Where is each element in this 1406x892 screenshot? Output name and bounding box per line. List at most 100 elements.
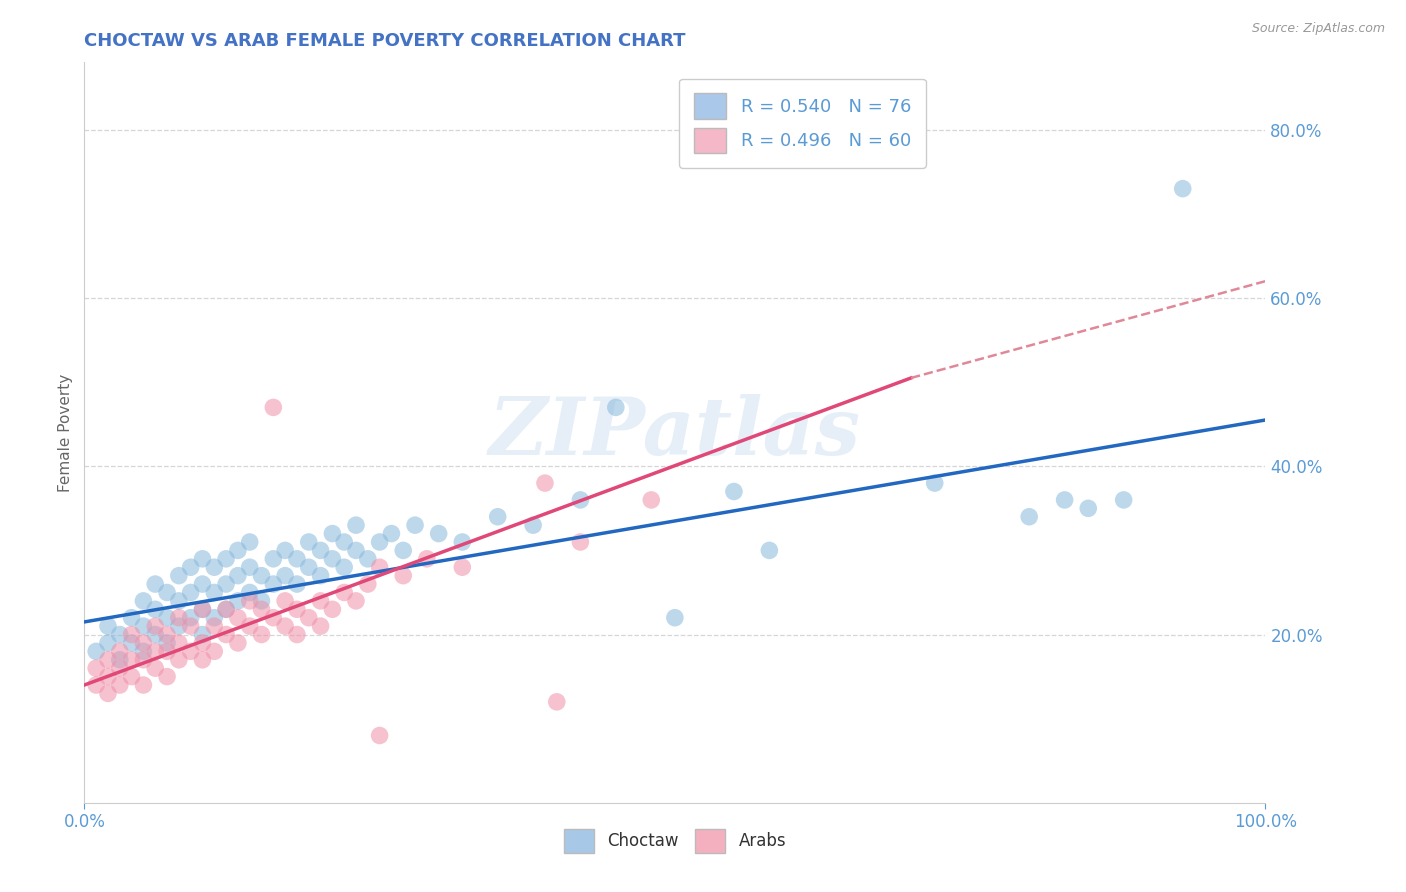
Point: [924, 476, 946, 491]
Point: [239, 619, 262, 633]
Point: [202, 619, 225, 633]
Point: [321, 526, 343, 541]
Point: [143, 619, 166, 633]
Point: [167, 568, 190, 582]
Point: [522, 518, 544, 533]
Point: [298, 560, 321, 574]
Point: [97, 619, 120, 633]
Point: [215, 602, 238, 616]
Point: [1077, 501, 1099, 516]
Point: [132, 594, 155, 608]
Point: [285, 627, 308, 641]
Point: [226, 636, 249, 650]
Point: [132, 653, 155, 667]
Point: [1171, 181, 1194, 195]
Point: [180, 585, 202, 599]
Point: [132, 678, 155, 692]
Point: [84, 644, 107, 658]
Point: [108, 678, 131, 692]
Point: [121, 653, 143, 667]
Point: [416, 551, 439, 566]
Point: [274, 619, 297, 633]
Point: [1018, 509, 1040, 524]
Point: [298, 610, 321, 624]
Point: [84, 678, 107, 692]
Text: ZIPatlas: ZIPatlas: [489, 394, 860, 471]
Point: [250, 602, 273, 616]
Point: [226, 594, 249, 608]
Point: [108, 627, 131, 641]
Point: [239, 560, 262, 574]
Point: [132, 619, 155, 633]
Point: [180, 560, 202, 574]
Point: [180, 644, 202, 658]
Text: Source: ZipAtlas.com: Source: ZipAtlas.com: [1251, 22, 1385, 36]
Point: [309, 543, 332, 558]
Point: [723, 484, 745, 499]
Point: [167, 594, 190, 608]
Point: [121, 610, 143, 624]
Point: [143, 577, 166, 591]
Point: [84, 661, 107, 675]
Point: [262, 401, 284, 415]
Point: [180, 610, 202, 624]
Point: [333, 560, 356, 574]
Point: [121, 636, 143, 650]
Point: [333, 535, 356, 549]
Legend: Choctaw, Arabs: Choctaw, Arabs: [555, 821, 794, 861]
Point: [121, 670, 143, 684]
Point: [156, 670, 179, 684]
Point: [368, 535, 391, 549]
Point: [108, 661, 131, 675]
Point: [250, 594, 273, 608]
Point: [156, 636, 179, 650]
Point: [357, 551, 380, 566]
Point: [191, 577, 214, 591]
Point: [167, 653, 190, 667]
Point: [121, 627, 143, 641]
Point: [156, 627, 179, 641]
Point: [167, 610, 190, 624]
Point: [1112, 492, 1135, 507]
Point: [191, 636, 214, 650]
Point: [1053, 492, 1076, 507]
Point: [262, 577, 284, 591]
Point: [285, 551, 308, 566]
Point: [202, 585, 225, 599]
Point: [202, 644, 225, 658]
Point: [250, 627, 273, 641]
Point: [202, 610, 225, 624]
Point: [321, 551, 343, 566]
Point: [298, 535, 321, 549]
Point: [344, 543, 367, 558]
Point: [344, 518, 367, 533]
Point: [180, 619, 202, 633]
Point: [191, 551, 214, 566]
Point: [569, 492, 592, 507]
Point: [215, 627, 238, 641]
Point: [640, 492, 662, 507]
Point: [569, 535, 592, 549]
Point: [486, 509, 509, 524]
Y-axis label: Female Poverty: Female Poverty: [58, 374, 73, 491]
Point: [226, 568, 249, 582]
Point: [97, 686, 120, 700]
Point: [546, 695, 568, 709]
Point: [215, 577, 238, 591]
Point: [250, 568, 273, 582]
Point: [392, 543, 415, 558]
Point: [274, 543, 297, 558]
Point: [156, 585, 179, 599]
Point: [143, 661, 166, 675]
Point: [309, 568, 332, 582]
Point: [191, 653, 214, 667]
Point: [274, 568, 297, 582]
Point: [167, 619, 190, 633]
Point: [97, 670, 120, 684]
Point: [664, 610, 686, 624]
Point: [309, 619, 332, 633]
Point: [191, 627, 214, 641]
Point: [285, 577, 308, 591]
Point: [357, 577, 380, 591]
Point: [309, 594, 332, 608]
